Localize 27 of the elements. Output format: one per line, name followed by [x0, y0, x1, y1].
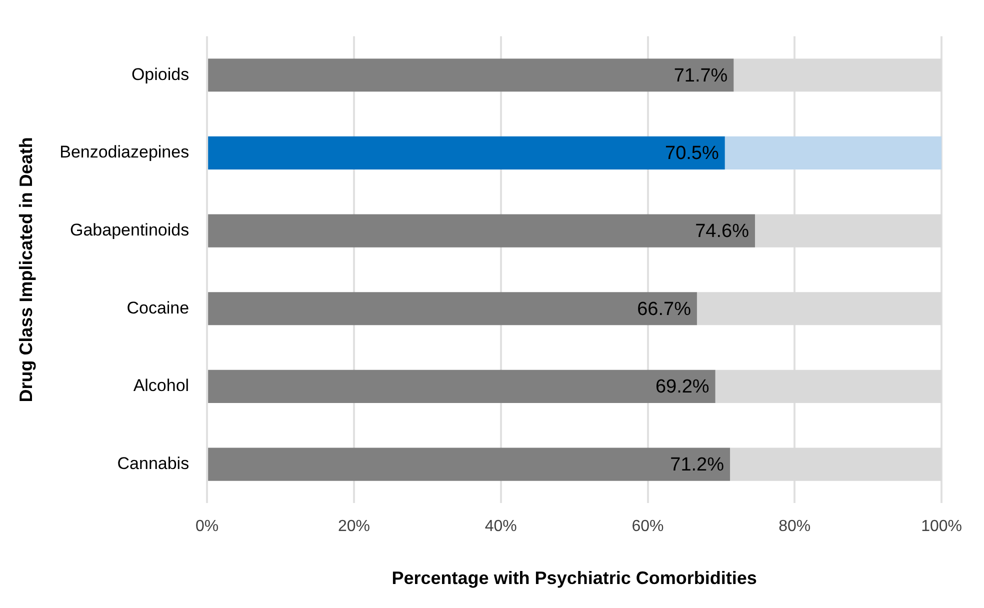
y-tick-label: Cannabis — [117, 454, 190, 473]
x-tick-label: 80% — [778, 518, 811, 536]
data-label: 70.5% — [665, 143, 719, 164]
data-label: 71.7% — [674, 65, 728, 86]
data-label: 74.6% — [695, 221, 750, 242]
x-tick-label: 100% — [921, 518, 962, 536]
x-axis-title: Percentage with Psychiatric Comorbidities — [392, 568, 757, 588]
bar — [208, 136, 725, 170]
bar — [724, 136, 942, 170]
bar — [208, 370, 716, 403]
y-tick-label: Alcohol — [133, 376, 190, 396]
x-tick-label: 40% — [484, 518, 517, 536]
data-label: 66.7% — [637, 298, 692, 320]
x-tick-label: 20% — [338, 518, 370, 536]
bar — [208, 448, 730, 481]
y-axis-title: Drug Class Implicated in Death — [16, 137, 36, 402]
y-tick-label: Benzodiazepines — [60, 142, 190, 162]
bar — [208, 58, 734, 92]
x-tick-label: 0% — [196, 518, 219, 536]
bar — [208, 292, 697, 326]
bar — [208, 214, 755, 248]
y-tick-label: Cocaine — [126, 298, 190, 318]
data-label: 71.2% — [670, 454, 724, 476]
y-tick-label: Opioids — [131, 64, 190, 84]
data-label: 69.2% — [655, 376, 710, 398]
y-tick-label: Gabapentinoids — [70, 220, 190, 240]
x-tick-label: 60% — [632, 518, 664, 536]
